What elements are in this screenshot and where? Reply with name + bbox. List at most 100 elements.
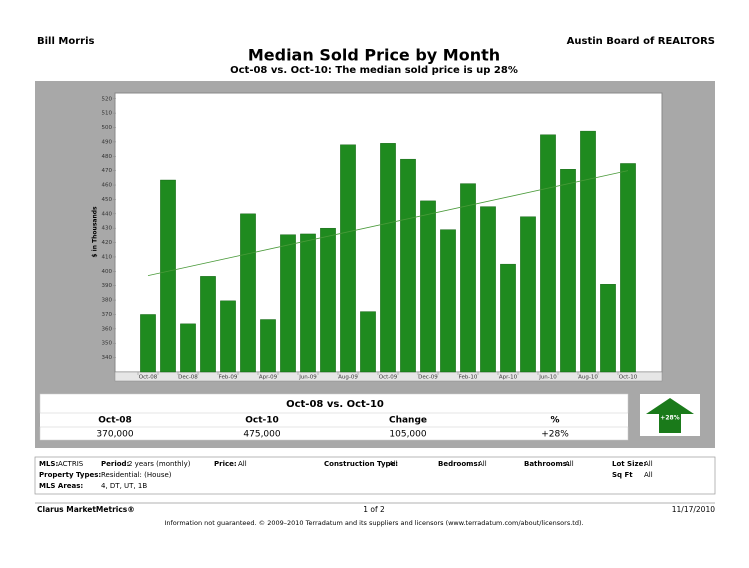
summary-header: %	[550, 416, 559, 426]
y-tick-label: 510	[102, 111, 113, 117]
x-tick-label: Oct-09	[379, 375, 398, 381]
y-tick-label: 440	[102, 211, 113, 217]
chart-subtitle: Oct-08 vs. Oct-10: The median sold price…	[230, 65, 518, 76]
disclaimer: Information not guaranteed. © 2009–2010 …	[164, 519, 583, 527]
criteria-value: All	[644, 460, 653, 468]
criteria-label: Bathrooms:	[524, 460, 570, 468]
summary-header: Oct-10	[245, 416, 279, 426]
bar	[160, 179, 176, 373]
criteria-label: Sq Ft	[612, 471, 633, 479]
summary-value: 105,000	[389, 430, 426, 440]
summary-value: 475,000	[243, 430, 280, 440]
brand: Clarus MarketMetrics®	[37, 505, 135, 514]
x-tick-label: Feb-10	[459, 375, 478, 381]
report-date: 11/17/2010	[672, 505, 715, 514]
bar	[220, 300, 236, 373]
summary-header: Change	[389, 416, 427, 426]
bar	[360, 311, 376, 373]
criteria-value: All	[478, 460, 487, 468]
y-tick-label: 350	[102, 341, 113, 347]
x-tick-label: Feb-09	[219, 375, 238, 381]
y-tick-label: 460	[102, 183, 113, 189]
y-tick-label: 480	[102, 154, 113, 160]
bar	[140, 314, 156, 373]
y-tick-label: 410	[102, 254, 113, 260]
x-tick-label: Aug-09	[338, 375, 358, 381]
x-tick-label: Oct-08	[139, 375, 158, 381]
criteria-label: MLS:	[39, 460, 58, 468]
summary-head	[39, 393, 629, 414]
y-tick-label: 400	[102, 269, 113, 275]
criteria-label: Bedrooms:	[438, 460, 481, 468]
y-tick-label: 470	[102, 168, 113, 174]
criteria-label: Construction Type:	[324, 460, 398, 468]
trend-line	[147, 170, 629, 277]
agent: Bill Morris	[37, 36, 94, 47]
summary-row	[39, 426, 629, 441]
x-tick-label: Dec-09	[418, 375, 438, 381]
bar	[340, 144, 356, 373]
bar	[560, 169, 576, 373]
x-tick-label: Aug-10	[578, 375, 598, 381]
bar	[480, 206, 496, 373]
bar	[280, 234, 296, 373]
arrow-label: +28%	[660, 415, 679, 422]
bar	[580, 130, 596, 373]
criteria-label: Property Types:	[39, 471, 101, 479]
y-tick-label: 490	[102, 139, 113, 145]
y-tick-label: 370	[102, 312, 113, 318]
summary-header: Oct-08	[98, 416, 132, 426]
bar	[200, 276, 216, 373]
criteria-label: Period:	[101, 460, 130, 468]
y-tick-label: 450	[102, 197, 113, 203]
bar	[300, 233, 316, 373]
y-tick-label: 390	[102, 283, 113, 289]
criteria-box	[34, 456, 716, 495]
page-number: 1 of 2	[363, 505, 385, 514]
bar	[460, 183, 476, 373]
summary-title: Oct-08 vs. Oct-10	[286, 399, 384, 410]
y-tick-label: 500	[102, 125, 113, 131]
criteria-label: Price:	[214, 460, 237, 468]
chart: 340 350 360 370 380 390 400 410 420 430 440 450 460 4…	[102, 96, 638, 380]
bar	[500, 263, 516, 373]
bar	[380, 143, 396, 373]
x-tick-label: Dec-08	[178, 375, 198, 381]
criteria-value: ACTRIS	[58, 460, 84, 468]
bar	[600, 284, 616, 373]
criteria-value: All	[238, 460, 247, 468]
criteria-value: 4, DT, UT, 1B	[101, 482, 147, 490]
y-tick-label: 380	[102, 298, 113, 304]
bar	[420, 200, 436, 373]
bar	[440, 229, 456, 373]
chart-title: Median Sold Price by Month	[248, 46, 500, 65]
criteria-value: All	[565, 460, 574, 468]
board: Austin Board of REALTORS	[567, 36, 715, 47]
y-tick-label: 340	[102, 355, 113, 361]
bar	[320, 227, 336, 373]
criteria-value: All	[389, 460, 398, 468]
y-tick-label: 360	[102, 326, 113, 332]
summary-value: 370,000	[96, 430, 133, 440]
criteria-value: 2 years (monthly)	[128, 460, 191, 468]
y-tick-label: 420	[102, 240, 113, 246]
bar	[520, 216, 536, 373]
bar	[400, 158, 416, 373]
bar	[180, 323, 196, 373]
x-tick-label: Apr-10	[499, 375, 518, 381]
bar	[260, 319, 276, 373]
summary-value: +28%	[541, 430, 569, 440]
criteria-value: All	[644, 471, 653, 479]
criteria-label: MLS Areas:	[39, 482, 83, 490]
y-axis-label: $ in Thousands	[92, 206, 99, 258]
bar	[540, 134, 556, 373]
up-arrow	[646, 398, 694, 433]
y-tick-label: 430	[102, 226, 113, 232]
x-tick-label: Jun-10	[538, 375, 557, 381]
x-tick-label: Jun-09	[298, 375, 317, 381]
x-tick-label: Apr-09	[259, 375, 278, 381]
criteria-label: Lot Size:	[612, 460, 646, 468]
bar	[620, 163, 636, 373]
